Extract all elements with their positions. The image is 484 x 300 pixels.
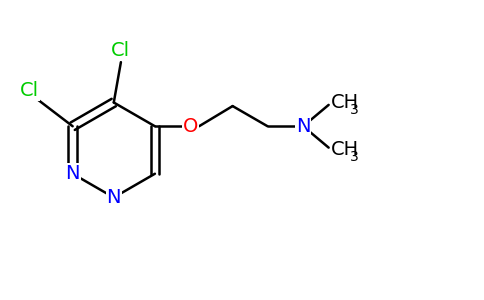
Text: Cl: Cl [20, 81, 40, 100]
Text: Cl: Cl [111, 41, 131, 60]
Text: 3: 3 [350, 150, 359, 164]
Text: N: N [106, 188, 121, 207]
Text: O: O [183, 117, 198, 136]
Text: N: N [65, 164, 80, 183]
Text: CH: CH [331, 93, 359, 112]
Text: CH: CH [331, 140, 359, 160]
Text: 3: 3 [350, 103, 359, 117]
Text: N: N [296, 117, 310, 136]
